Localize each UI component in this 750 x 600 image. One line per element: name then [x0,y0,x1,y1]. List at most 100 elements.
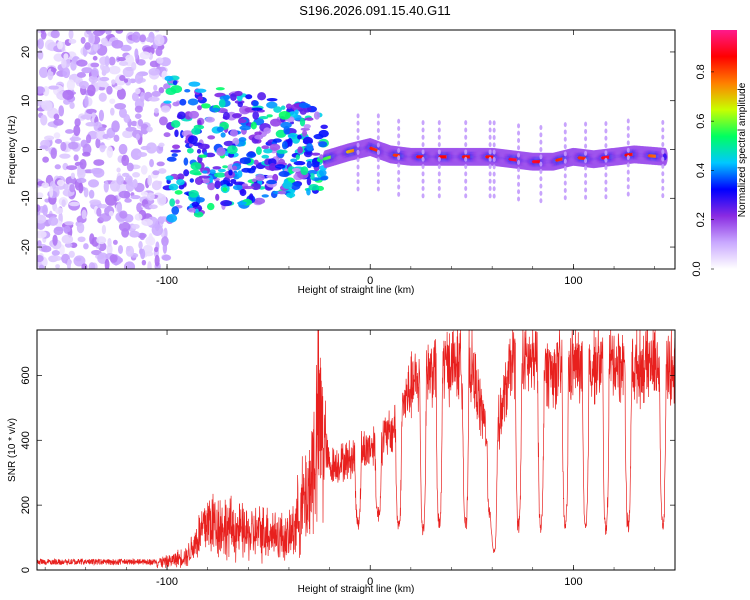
spectrogram-cell [309,172,315,180]
spectrogram-cell [661,178,665,184]
spectrogram-cell [61,234,74,245]
colorbar-tick-label: 0.6 [695,114,707,129]
spectrogram-cell [464,120,468,126]
spectrogram-cell [376,149,380,155]
spectrogram-cell [98,92,107,102]
spectrogram-cell [488,142,492,148]
spectrogram-cell [356,149,360,155]
spectrogram-cell [41,100,53,111]
spectrogram-cell [49,186,54,198]
spectrogram-cell [437,127,441,133]
spectrogram-cell [626,147,630,153]
spectrogram-cell [421,149,425,155]
spectrogram-cell [188,189,199,198]
spectrogram-cell [151,90,161,98]
spectrogram-cell [61,58,67,69]
spectrogram-cell [539,176,543,182]
y-tick-label: 200 [20,496,32,514]
spectrogram-cell [109,254,118,263]
spectrogram-cell [232,184,243,191]
spectrogram-cell [156,57,164,64]
spectrogram-cell [197,143,210,150]
spectrogram-cell [626,133,630,139]
spectrogram-cell [125,126,137,132]
spectrogram-cell [129,230,140,238]
spectrogram-cell [539,161,543,167]
spectrogram-cell [464,149,468,155]
spectrogram-cell [288,134,296,138]
spectrogram-cell [563,166,567,172]
spectrogram-cell [252,178,257,183]
spectrogram-cell [261,194,269,198]
spectrogram-cell [97,241,107,252]
spectrogram-cell [188,110,200,119]
spectrogram-cell [145,236,156,246]
spectrogram-cell [172,80,178,86]
spectrogram-cell [179,98,187,106]
spectrogram-cell [272,138,282,143]
spectrogram-cell [517,167,521,173]
spectrogram-cell [584,194,588,200]
spectrogram-cell [186,147,194,154]
spectrogram-cell [320,124,328,129]
spectrogram-cell [62,89,74,100]
spectrogram-cell [376,186,380,192]
spectrogram-cell [139,34,147,43]
spectrogram-cell [197,96,204,101]
spectrogram-cell [78,80,89,89]
spectrogram-cell [146,126,153,133]
spectrogram-cell [318,169,327,177]
spectrogram-cell [206,202,215,211]
spectrogram-cell [397,140,401,146]
spectrogram-cell [40,30,46,34]
spectrogram-cell [108,65,121,75]
spectrogram-cell [584,150,588,156]
spectrogram-cell [517,137,521,143]
spectrogram-cell [134,105,143,113]
spectrogram-cell [488,193,492,199]
spectrogram-cells [37,30,668,269]
spectrogram-cell [492,120,496,126]
spectrogram-cell [290,158,298,163]
spectrogram-cell [604,186,608,192]
spectrogram-cell [176,178,185,186]
spectrogram-cell [131,120,138,127]
spectrogram-cell [68,201,80,207]
spectrogram-cell [63,225,71,233]
spectrogram-cell [170,149,182,153]
spectrogram-cell [149,60,159,68]
spectrogram-cell [397,155,401,161]
spectrogram-cell [119,210,128,219]
spectrogram-cell [661,163,665,169]
spectrogram-cell [266,97,278,102]
spectrogram-cell [318,141,328,148]
spectrogram-cell [121,154,130,167]
spectrogram-cell [41,245,52,253]
spectrogram-cell [207,135,216,140]
spectrogram-cell [76,222,85,234]
spectrogram-cell [126,162,134,172]
spectrogram-cell [48,85,59,90]
spectrogram-cell [661,120,665,126]
spectrogram-cell [37,192,44,199]
spectrogram-cell [40,114,48,126]
spectrogram-cell [64,221,74,226]
spectrogram-cell [95,137,101,149]
spectrogram-cell [492,156,496,162]
spectrogram-cell [184,88,191,93]
spectrogram-cell [305,117,314,121]
spectrogram-cell [237,201,247,205]
spectrogram-cell [421,186,425,192]
spectrogram-cell [114,102,127,110]
spectrogram-cell [214,172,226,178]
spectrogram-cell [110,107,115,116]
spectrogram-cell [97,82,110,88]
spectrogram-cell [584,136,588,142]
spectrogram-cell [136,202,143,213]
spectrogram-cell [517,189,521,195]
colorbar-tick-label: 0.0 [691,261,703,276]
spectrogram-cell [584,158,588,164]
spectrogram-cell [50,147,57,160]
snr-panel: -100 0 100 0 200 400 600 Height of straight l… [7,329,676,595]
spectrogram-cell [67,141,79,150]
